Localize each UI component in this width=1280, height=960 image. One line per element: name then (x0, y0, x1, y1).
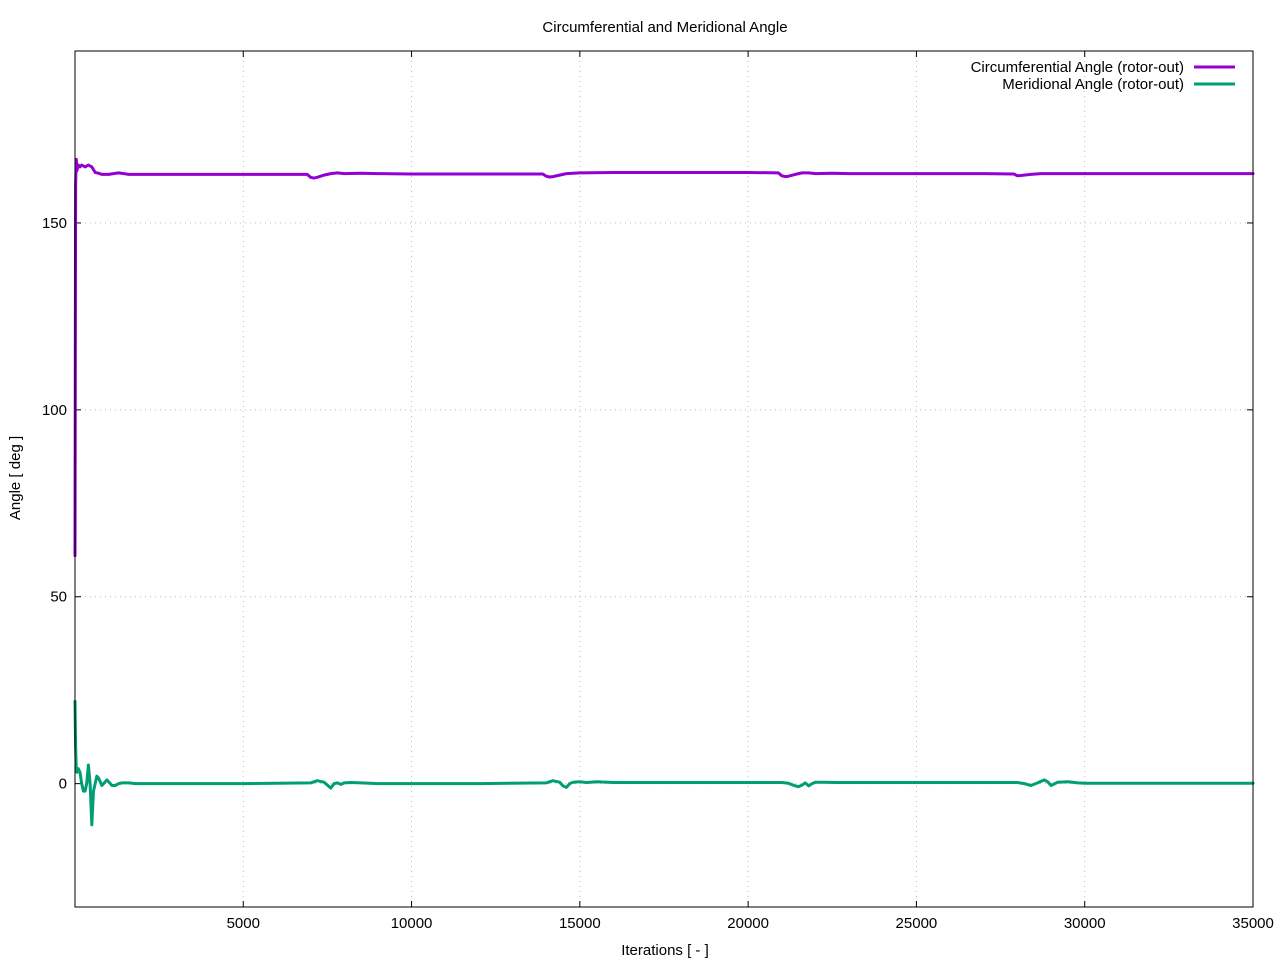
x-tick-label: 10000 (391, 915, 433, 932)
x-tick-label: 20000 (727, 915, 769, 932)
y-tick-label: 0 (59, 776, 67, 793)
x-tick-label: 15000 (559, 915, 601, 932)
plot-frame (74, 50, 1254, 908)
x-axis-label: Iterations [ - ] (621, 942, 709, 959)
series-lines (73, 157, 1255, 827)
legend-label: Circumferential Angle (rotor-out) (971, 59, 1184, 76)
tick-labels: 5000 10000 15000 20000 25000 30000 35000 0 50 100… (42, 215, 1274, 932)
legend-label: Meridional Angle (rotor-out) (1002, 76, 1184, 93)
chart-title: Circumferential and Meridional Angle (542, 19, 787, 36)
series-line-1 (73, 699, 1255, 827)
x-tick-label: 35000 (1232, 915, 1274, 932)
series-line-0 (73, 157, 1255, 558)
y-tick-label: 150 (42, 215, 67, 232)
x-tick-label: 5000 (227, 915, 260, 932)
legend: Circumferential Angle (rotor-out)Meridio… (971, 59, 1235, 93)
y-tick-label: 50 (50, 589, 67, 606)
x-tick-label: 25000 (896, 915, 938, 932)
y-tick-label: 100 (42, 402, 67, 419)
x-tick-label: 30000 (1064, 915, 1106, 932)
y-axis-label: Angle [ deg ] (7, 436, 24, 520)
